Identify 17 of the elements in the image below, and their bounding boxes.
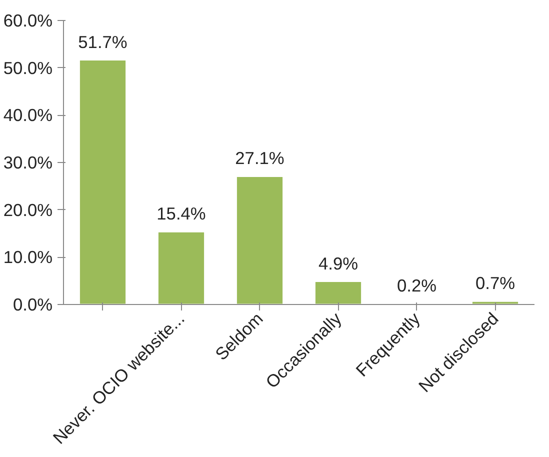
y-tick-label: 10.0%: [3, 247, 53, 268]
bar: [156, 230, 206, 304]
bar: [235, 175, 284, 304]
y-tick-label: 0.0%: [13, 294, 53, 314]
data-label: 4.9%: [318, 253, 358, 274]
y-tick-label: 30.0%: [3, 152, 53, 172]
y-tick-label: 20.0%: [3, 200, 53, 220]
data-label: 15.4%: [156, 204, 206, 224]
data-label: 0.2%: [397, 276, 436, 296]
y-tick-label: 60.0%: [3, 10, 53, 30]
y-tick-label: 40.0%: [3, 105, 53, 126]
data-label: 0.7%: [476, 273, 515, 294]
bar: [314, 280, 363, 304]
y-tick-label: 50.0%: [3, 58, 53, 78]
data-label: 51.7%: [78, 32, 128, 52]
data-label: 27.1%: [235, 148, 284, 168]
bar: [78, 59, 128, 304]
